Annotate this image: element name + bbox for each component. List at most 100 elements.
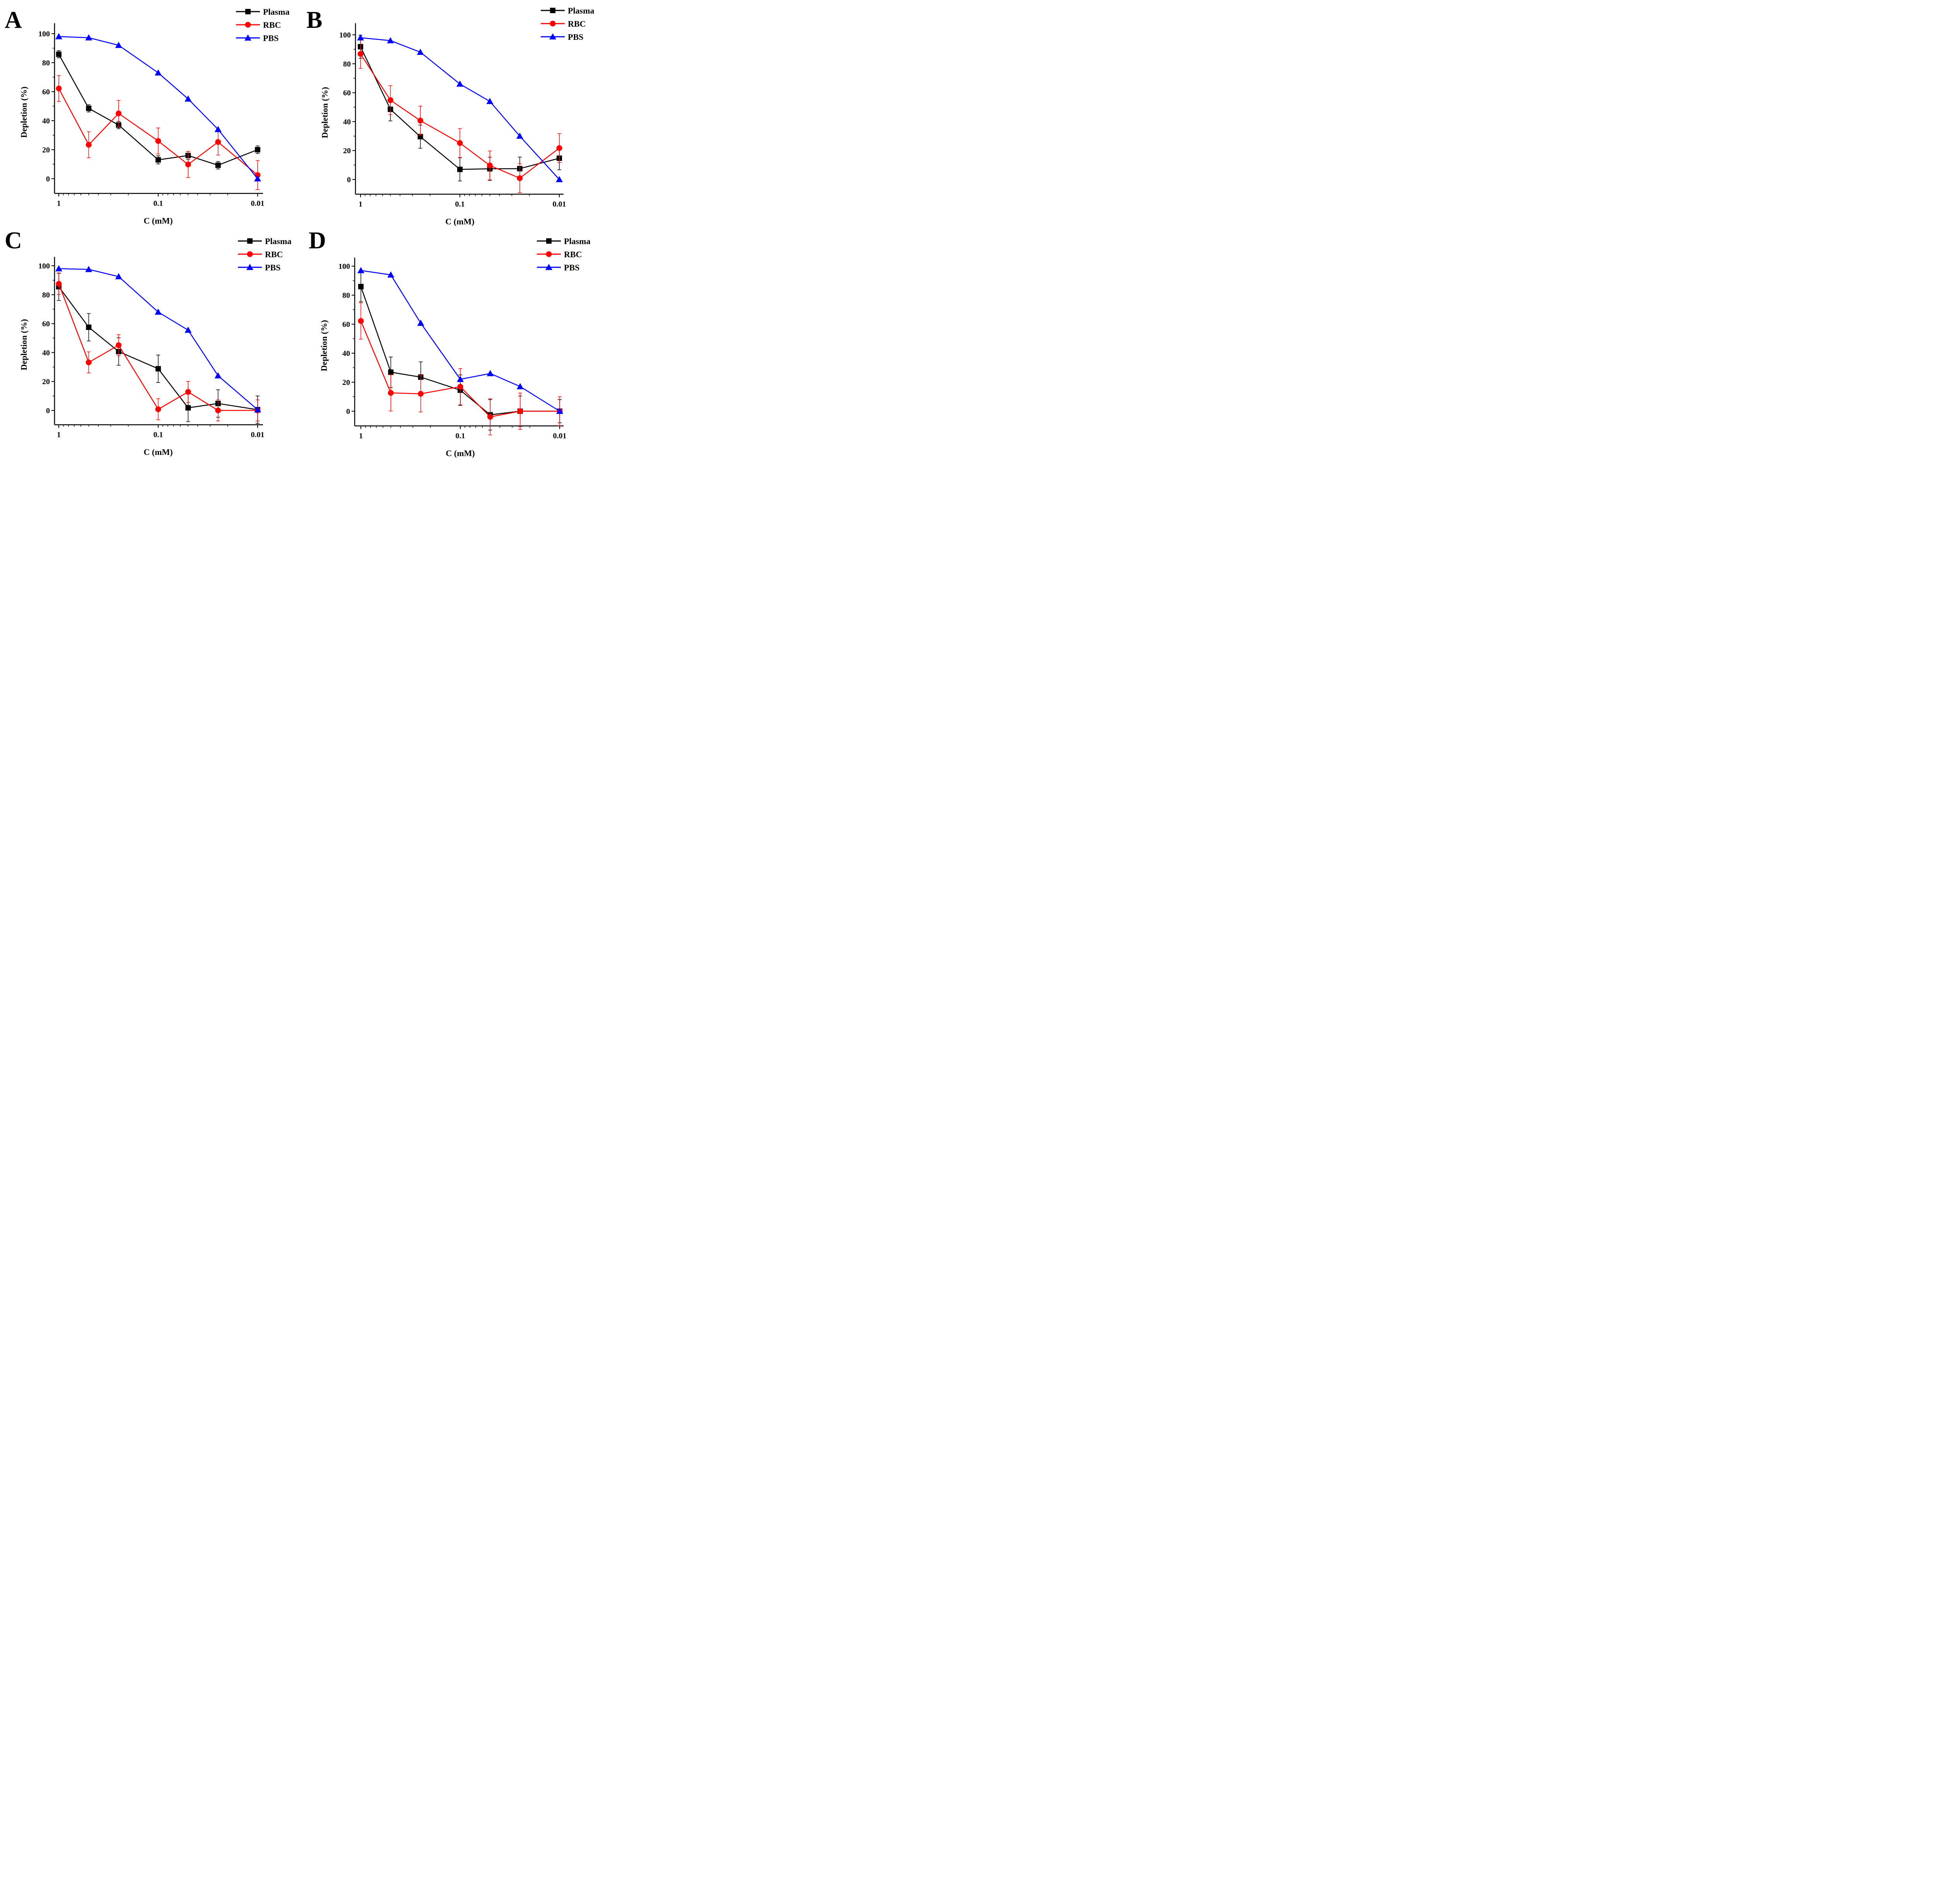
y-tick-label: 0: [347, 176, 351, 184]
legend-marker: [545, 264, 552, 270]
legend-item-rbc: RBC: [236, 20, 281, 30]
series-pbs: [55, 33, 261, 181]
legend-marker: [244, 34, 251, 41]
series-rbc: [56, 273, 261, 422]
data-point-plasma: [388, 369, 394, 375]
data-point-rbc: [457, 384, 463, 390]
series-pbs: [357, 34, 563, 182]
legend-marker: [245, 9, 251, 14]
data-point-plasma: [358, 284, 364, 289]
data-point-pbs: [556, 176, 563, 182]
y-axis-label: Depletion (%): [319, 320, 329, 371]
legend-label: PBS: [265, 263, 280, 272]
data-point-rbc: [215, 139, 221, 145]
panel-B: B 0 20 40 60 80 100 1 0.1 0.01 C (mM) Depletion (%)…: [306, 6, 594, 226]
data-point-rbc: [185, 389, 191, 395]
x-axis-label: C (mM): [445, 217, 474, 226]
y-tick-label: 80: [42, 291, 50, 299]
x-tick-label: 1: [359, 432, 363, 440]
legend-label: RBC: [263, 20, 281, 30]
legend-marker: [546, 251, 552, 257]
data-point-pbs: [214, 372, 222, 379]
data-point-plasma: [215, 162, 221, 168]
data-point-rbc: [215, 407, 221, 414]
series-pbs: [357, 267, 563, 414]
legend: Plasma RBC PBS: [541, 6, 594, 42]
y-tick-label: 0: [46, 175, 50, 183]
data-point-plasma: [255, 147, 260, 152]
series-rbc: [357, 39, 562, 193]
series-plasma: [358, 271, 562, 431]
series-plasma: [358, 34, 562, 181]
y-tick-label: 100: [338, 262, 350, 271]
legend-label: Plasma: [564, 236, 590, 246]
data-point-pbs: [55, 33, 62, 39]
legend-label: Plasma: [265, 236, 291, 246]
panel-A: A 0 20 40 60 80 100 1 0.1 0.01 C (mM) Depletion (%)…: [5, 7, 289, 226]
y-tick-label: 60: [42, 320, 50, 328]
legend-item-rbc: RBC: [238, 250, 283, 259]
y-tick-label: 60: [342, 320, 350, 329]
panel-label: C: [5, 227, 22, 254]
y-tick-label: 20: [42, 146, 50, 154]
series-line-rbc: [58, 284, 258, 411]
legend: Plasma RBC PBS: [537, 236, 590, 272]
y-tick-label: 80: [42, 59, 50, 67]
y-tick-label: 100: [339, 31, 351, 39]
data-point-pbs: [417, 48, 424, 55]
legend-item-plasma: Plasma: [238, 236, 291, 246]
x-tick-label: 0.1: [154, 199, 163, 208]
data-point-rbc: [418, 391, 424, 397]
x-tick-label: 0.01: [251, 431, 265, 439]
data-point-pbs: [115, 42, 122, 48]
data-point-plasma: [155, 366, 161, 372]
data-point-rbc: [116, 110, 122, 116]
data-point-rbc: [388, 390, 394, 396]
legend-marker: [549, 33, 556, 39]
y-tick-label: 60: [343, 89, 351, 97]
data-point-rbc: [387, 97, 393, 103]
data-point-pbs: [85, 34, 92, 41]
data-point-pbs: [254, 406, 261, 413]
x-tick-label: 1: [57, 431, 61, 439]
data-point-rbc: [417, 118, 424, 124]
legend-item-pbs: PBS: [541, 32, 583, 42]
legend-label: PBS: [564, 263, 579, 272]
data-point-pbs: [115, 273, 122, 280]
y-tick-label: 20: [42, 378, 50, 386]
data-point-pbs: [457, 376, 464, 382]
legend-item-pbs: PBS: [537, 263, 579, 272]
data-point-rbc: [85, 142, 92, 148]
data-point-pbs: [214, 126, 222, 132]
data-point-plasma: [86, 106, 92, 111]
x-axis-label: C (mM): [144, 447, 173, 457]
data-point-rbc: [56, 85, 62, 92]
data-point-rbc: [358, 318, 364, 324]
x-tick-label: 0.1: [154, 431, 163, 439]
x-tick-label: 0.01: [251, 199, 265, 208]
data-point-plasma: [185, 405, 191, 411]
x-axis-label: C (mM): [446, 448, 475, 458]
panel-D: D 0 20 40 60 80 100 1 0.1 0.01 C (mM) Depletion (%)…: [309, 227, 590, 458]
y-tick-label: 100: [38, 262, 50, 270]
x-tick-label: 0.01: [553, 200, 566, 209]
legend-item-plasma: Plasma: [541, 6, 594, 15]
data-point-pbs: [486, 98, 494, 104]
data-point-pbs: [155, 69, 162, 76]
data-point-pbs: [387, 37, 394, 43]
data-point-rbc: [517, 408, 523, 414]
series-rbc: [358, 303, 563, 436]
data-point-pbs: [55, 265, 62, 272]
y-tick-label: 40: [343, 118, 351, 126]
legend: Plasma RBC PBS: [238, 236, 291, 272]
legend-label: RBC: [564, 250, 582, 259]
legend-marker: [550, 8, 555, 13]
data-point-pbs: [85, 266, 92, 272]
y-axis-label: Depletion (%): [19, 319, 29, 371]
data-point-rbc: [487, 414, 493, 420]
panel-label: D: [309, 227, 326, 254]
y-tick-label: 80: [343, 60, 351, 68]
x-tick-label: 1: [359, 200, 362, 209]
data-point-pbs: [155, 308, 162, 315]
